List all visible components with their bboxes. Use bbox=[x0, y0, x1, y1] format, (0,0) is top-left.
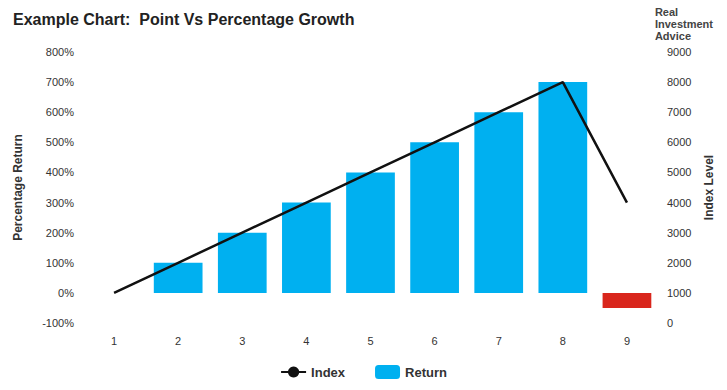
svg-text:Advice: Advice bbox=[655, 30, 691, 42]
svg-text:300%: 300% bbox=[46, 197, 74, 209]
svg-text:Percentage Return: Percentage Return bbox=[11, 134, 25, 241]
svg-text:6: 6 bbox=[432, 335, 438, 347]
svg-text:3: 3 bbox=[239, 335, 245, 347]
svg-text:800%: 800% bbox=[46, 46, 74, 58]
svg-text:4000: 4000 bbox=[667, 197, 691, 209]
svg-text:2000: 2000 bbox=[667, 257, 691, 269]
svg-text:5: 5 bbox=[367, 335, 373, 347]
svg-text:200%: 200% bbox=[46, 227, 74, 239]
svg-text:400%: 400% bbox=[46, 166, 74, 178]
svg-text:0%: 0% bbox=[58, 287, 74, 299]
svg-text:3000: 3000 bbox=[667, 227, 691, 239]
svg-text:100%: 100% bbox=[46, 257, 74, 269]
svg-text:700%: 700% bbox=[46, 76, 74, 88]
svg-text:2: 2 bbox=[175, 335, 181, 347]
svg-text:Return: Return bbox=[405, 365, 447, 380]
svg-text:1: 1 bbox=[111, 335, 117, 347]
svg-text:7: 7 bbox=[496, 335, 502, 347]
svg-text:5000: 5000 bbox=[667, 166, 691, 178]
svg-text:Example Chart: Point Vs Perce: Example Chart: Point Vs Percentage Growt… bbox=[13, 11, 354, 28]
svg-text:8: 8 bbox=[560, 335, 566, 347]
svg-text:Index Level: Index Level bbox=[702, 155, 716, 220]
svg-text:Index: Index bbox=[311, 365, 346, 380]
svg-text:9: 9 bbox=[624, 335, 630, 347]
svg-text:6000: 6000 bbox=[667, 136, 691, 148]
svg-text:Real: Real bbox=[655, 6, 678, 18]
svg-text:600%: 600% bbox=[46, 106, 74, 118]
svg-text:500%: 500% bbox=[46, 136, 74, 148]
svg-text:4: 4 bbox=[303, 335, 309, 347]
svg-text:8000: 8000 bbox=[667, 76, 691, 88]
svg-text:9000: 9000 bbox=[667, 46, 691, 58]
svg-text:0: 0 bbox=[667, 317, 673, 329]
svg-text:7000: 7000 bbox=[667, 106, 691, 118]
svg-text:Investment: Investment bbox=[655, 18, 713, 30]
svg-text:1000: 1000 bbox=[667, 287, 691, 299]
svg-text:-100%: -100% bbox=[42, 317, 74, 329]
